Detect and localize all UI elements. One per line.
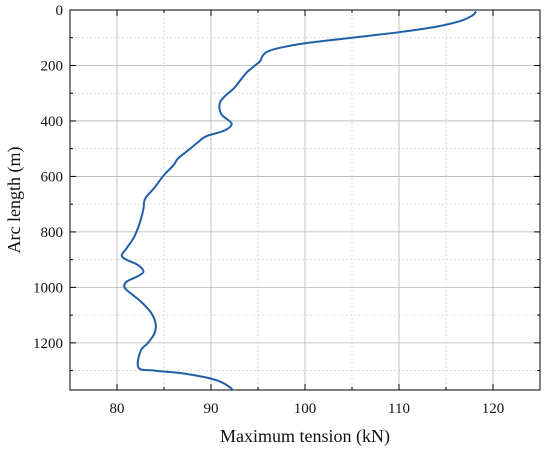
x-tick-label: 120 xyxy=(482,401,505,417)
y-tick-label: 800 xyxy=(41,225,64,241)
axis-ticks xyxy=(69,9,541,390)
major-grid xyxy=(70,9,540,390)
y-tick-label: 200 xyxy=(41,58,64,74)
x-tick-label: 110 xyxy=(388,401,410,417)
x-tick-label: 80 xyxy=(110,401,125,417)
y-tick-label: 1200 xyxy=(33,336,63,352)
x-tick-label: 100 xyxy=(294,401,317,417)
y-tick-labels: 0 200 400 600 800 1000 1200 xyxy=(33,3,63,352)
y-tick-label: 1000 xyxy=(33,280,63,296)
x-axis-title: Maximum tension (kN) xyxy=(220,426,390,447)
x-tick-label: 90 xyxy=(204,401,219,417)
y-tick-label: 600 xyxy=(41,169,64,185)
y-tick-label: 0 xyxy=(56,3,64,19)
y-axis-title: Arc length (m) xyxy=(4,147,25,254)
series-line-max-tension xyxy=(120,10,477,390)
x-tick-labels: 80 90 100 110 120 xyxy=(110,401,505,417)
y-tick-label: 400 xyxy=(41,114,64,130)
